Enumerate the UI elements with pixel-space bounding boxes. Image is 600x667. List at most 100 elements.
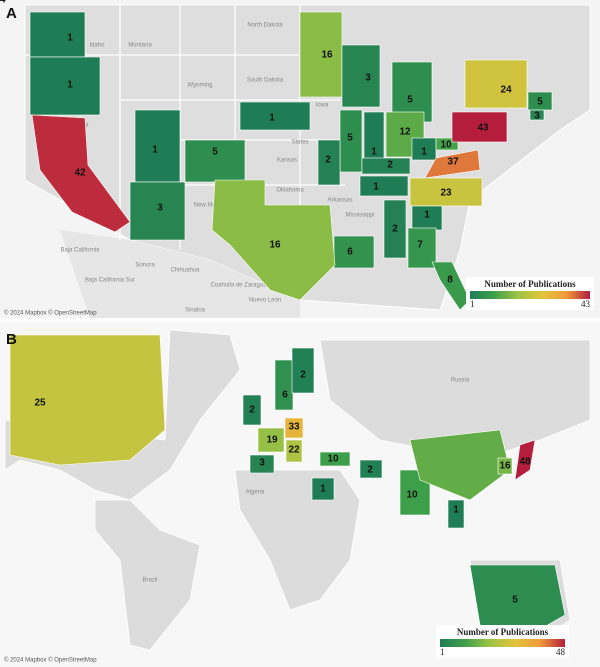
region (257, 427, 285, 453)
region-value: 5 (347, 133, 353, 144)
region (285, 439, 303, 463)
region (424, 149, 481, 179)
region (399, 469, 431, 516)
region-value: 10 (406, 490, 418, 501)
region-value: 2 (300, 370, 306, 381)
panel-label: A (6, 5, 17, 22)
region (431, 261, 471, 311)
base-map-label: New Mexico (194, 203, 227, 209)
base-map-label: Kansas (277, 158, 297, 164)
region-value: 1 (67, 33, 73, 44)
region-value: 5 (512, 595, 518, 606)
region-value: 2 (325, 155, 331, 166)
region (211, 179, 336, 301)
region-value: 48 (519, 457, 531, 468)
base-map-label: North Dakota (247, 23, 283, 29)
region-value: 24 (500, 85, 512, 96)
region-value: 3 (365, 73, 371, 84)
region (359, 175, 409, 197)
legend-min: 1 (470, 299, 475, 309)
region (319, 451, 351, 467)
region-value: 5 (212, 147, 218, 158)
region (464, 59, 528, 109)
region (274, 359, 294, 411)
region-value: 10 (327, 454, 339, 465)
legend-title: Number of Publications (484, 279, 576, 289)
base-map-label: Sinaloa (185, 308, 206, 314)
region-value: 7 (417, 240, 423, 251)
region-value: 25 (34, 398, 46, 409)
region (411, 205, 443, 231)
region (409, 429, 511, 501)
region-value: 33 (288, 422, 300, 433)
region (529, 109, 545, 121)
base-map-label: Russia (451, 378, 470, 384)
region (291, 347, 315, 394)
region-value: 12 (399, 127, 411, 138)
region-value: 2 (387, 160, 393, 171)
base-map-label: Montana (128, 43, 152, 49)
region (341, 44, 381, 108)
base-map-label: Algeria (246, 490, 265, 496)
region-value: 19 (266, 435, 278, 446)
base-map-label: Wyoming (188, 83, 213, 89)
legend-gradient (440, 639, 565, 647)
region-value: 16 (321, 50, 333, 61)
region-value: 1 (453, 505, 459, 516)
region-value: 16 (269, 240, 281, 251)
region-value: 1 (371, 147, 377, 158)
panel-label: B (6, 331, 17, 348)
base-map-label: Iowa (316, 103, 329, 109)
base-map-label: Brazil (142, 578, 157, 584)
base-map-label: States (291, 140, 308, 146)
region-value: 23 (440, 188, 452, 199)
region-value: 2 (249, 405, 255, 416)
region (497, 457, 513, 475)
region-value: 3 (259, 458, 265, 469)
region (29, 56, 101, 116)
region-value: 1 (320, 484, 326, 495)
region-value: 5 (537, 97, 543, 108)
region-value: 43 (477, 123, 489, 134)
base-map-label: Sonora (135, 263, 155, 269)
region (31, 114, 131, 233)
region-value: 3 (157, 203, 163, 214)
region (129, 181, 186, 241)
region-value: 1 (373, 182, 379, 193)
base-map-label: Baja California Sur (85, 278, 135, 284)
base-map-label: Oklahoma (276, 188, 304, 194)
base-map-label: Chihuahua (170, 268, 200, 274)
region (447, 499, 465, 529)
region (9, 334, 166, 466)
region (299, 11, 343, 98)
region-value: 1 (424, 210, 430, 221)
region (311, 477, 335, 501)
world-land (4, 329, 591, 651)
base-map-label: Mississippi (345, 213, 374, 219)
region-value: 22 (288, 445, 300, 456)
region-value: 16 (499, 461, 511, 472)
region (407, 227, 437, 269)
region-value: 1 (421, 147, 427, 158)
region-value: 14 (0, 0, 6, 6)
region (249, 454, 275, 474)
region-value: 37 (447, 157, 459, 168)
region-value: 8 (447, 275, 453, 286)
region (284, 417, 304, 439)
region-value: 2 (392, 224, 398, 235)
region (409, 177, 483, 207)
base-map-label: Idaho (89, 43, 105, 49)
legend-min: 1 (440, 647, 445, 657)
region-value: 1 (152, 145, 158, 156)
base-map-label: Baja California (60, 248, 100, 254)
region-value: 2 (367, 465, 373, 476)
region (242, 394, 262, 426)
region (317, 139, 341, 186)
legend-max: 43 (581, 299, 591, 309)
region (333, 235, 375, 269)
region-value: 1 (67, 80, 73, 91)
region (451, 111, 508, 143)
base-map-label: Coahuila de Zaragoza (210, 283, 270, 289)
mexico-land (60, 230, 300, 318)
